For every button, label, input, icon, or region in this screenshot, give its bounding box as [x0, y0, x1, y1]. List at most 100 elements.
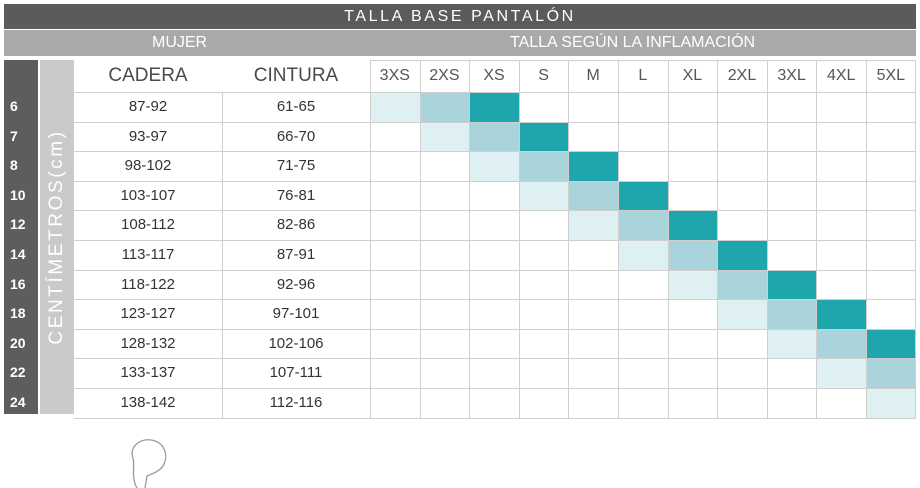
size-cell-highlight — [717, 269, 767, 300]
size-header-m: M — [586, 67, 600, 84]
size-header-xs: XS — [483, 67, 505, 84]
waist-range: 107-111 — [269, 364, 323, 382]
size-cell-highlight — [518, 121, 569, 152]
size-cell-highlight — [866, 328, 916, 359]
row-number: 6 — [10, 98, 18, 114]
column-divider — [717, 60, 719, 418]
size-cell-highlight — [469, 151, 519, 181]
size-cell-highlight — [568, 151, 618, 181]
column-divider — [419, 60, 421, 418]
column-divider — [568, 60, 570, 418]
row-number: 16 — [10, 275, 26, 292]
size-cell-highlight — [766, 328, 817, 359]
size-cell-highlight — [419, 121, 470, 152]
row-divider — [74, 417, 916, 419]
row-divider — [74, 299, 916, 301]
row-number: 7 — [10, 127, 18, 144]
row-divider — [74, 388, 916, 389]
size-cell-highlight — [618, 180, 668, 211]
waist-range: 66-70 — [276, 127, 316, 145]
hip-range: 87-92 — [128, 98, 168, 115]
row-number: 12 — [10, 216, 26, 233]
column-divider — [667, 60, 669, 418]
size-cell-highlight — [667, 240, 718, 270]
hip-range: 123-127 — [120, 305, 176, 323]
waist-range: 76-81 — [276, 186, 316, 204]
row-number: 14 — [10, 246, 26, 262]
header-divider — [370, 60, 916, 61]
size-cell-highlight — [816, 328, 866, 359]
column-divider — [866, 60, 867, 418]
row-divider — [74, 358, 916, 360]
row-divider — [74, 240, 916, 241]
column-divider — [915, 60, 916, 418]
hip-range: 128-132 — [120, 334, 176, 352]
row-divider — [74, 269, 916, 271]
row-divider — [74, 210, 916, 212]
size-header-l: L — [638, 67, 648, 84]
size-cell-highlight — [618, 210, 668, 240]
waist-range: 71-75 — [276, 157, 316, 175]
column-divider — [469, 60, 471, 418]
size-cell-highlight — [766, 299, 817, 329]
size-cell-highlight — [816, 358, 866, 388]
row-number: 22 — [10, 364, 26, 381]
size-cell-highlight — [667, 269, 718, 300]
size-cell-highlight — [469, 121, 519, 152]
garment-icon — [131, 439, 167, 488]
hip-range: 98-102 — [124, 157, 172, 175]
row-number: 18 — [10, 305, 26, 322]
waist-range: 82-86 — [276, 216, 316, 234]
column-divider — [618, 60, 619, 418]
hip-range: 103-107 — [120, 186, 176, 204]
size-cell-highlight — [568, 180, 618, 211]
row-number: 24 — [10, 394, 26, 410]
column-divider — [816, 60, 818, 418]
waist-range: 102-106 — [268, 334, 324, 352]
row-number-column — [4, 60, 38, 414]
row-number: 20 — [10, 334, 26, 351]
header-cintura: CINTURA — [253, 65, 339, 86]
size-cell-highlight — [469, 92, 519, 122]
column-divider — [222, 92, 223, 418]
row-divider — [74, 180, 916, 182]
group-label-mujer: MUJER — [152, 34, 208, 51]
row-divider — [74, 92, 916, 93]
size-cell-highlight — [419, 92, 470, 122]
unit-label: CENTÍMETROS(cm) — [46, 129, 67, 345]
unit-column — [40, 60, 74, 414]
size-cell-highlight — [667, 210, 718, 240]
row-divider — [74, 151, 916, 153]
size-header-2xl: 2XL — [727, 67, 757, 84]
size-header-4xl: 4XL — [826, 67, 856, 84]
size-cell-highlight — [866, 358, 916, 388]
size-header-xl: XL — [682, 67, 703, 84]
size-header-s: S — [538, 67, 549, 84]
waist-range: 87-91 — [276, 246, 316, 263]
size-header-2xs: 2XS — [429, 67, 460, 84]
size-cell-highlight — [816, 299, 866, 329]
size-cell-highlight — [717, 299, 767, 329]
size-cell-highlight — [370, 92, 420, 122]
hip-range: 93-97 — [128, 127, 168, 145]
size-cell-highlight — [766, 269, 817, 300]
size-cell-highlight — [518, 151, 569, 181]
size-cell-highlight — [618, 240, 668, 270]
size-cell-highlight — [866, 388, 916, 418]
size-header-5xl: 5XL — [876, 67, 906, 84]
row-number: 10 — [10, 186, 26, 203]
table-title: TALLA BASE PANTALÓN — [4, 4, 916, 29]
waist-range: 112-116 — [269, 394, 323, 411]
hip-range: 113-117 — [121, 246, 175, 263]
column-divider — [518, 60, 520, 418]
waist-range: 61-65 — [276, 98, 316, 115]
hip-range: 118-122 — [121, 275, 175, 293]
size-cell-highlight — [717, 240, 767, 270]
size-cell-highlight — [568, 210, 618, 240]
hip-range: 133-137 — [120, 364, 176, 382]
size-header-3xs: 3XS — [379, 67, 410, 84]
waist-range: 92-96 — [276, 275, 316, 293]
waist-range: 97-101 — [272, 305, 320, 323]
size-header-3xl: 3XL — [777, 67, 806, 84]
hip-range: 108-112 — [121, 216, 175, 234]
